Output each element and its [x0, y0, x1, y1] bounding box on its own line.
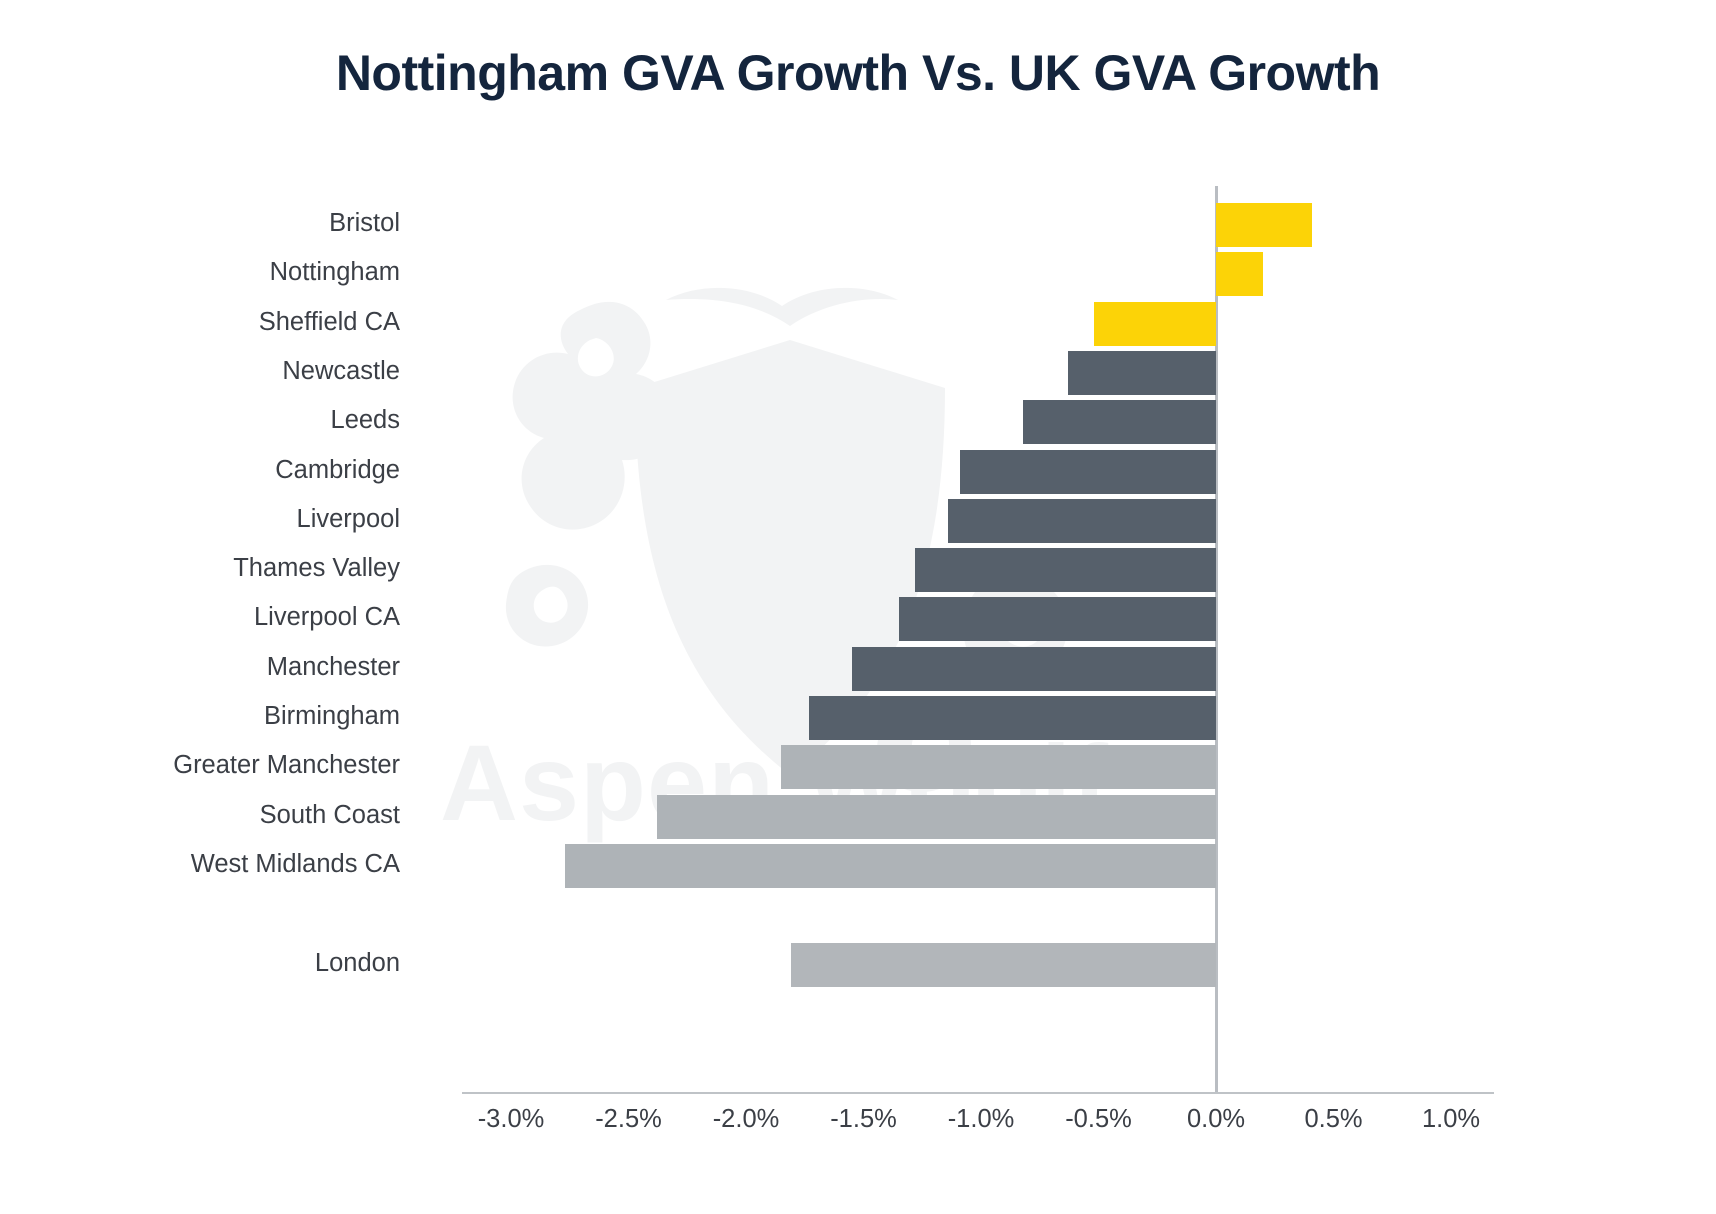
category-label: Sheffield CA — [258, 307, 400, 336]
x-axis-tick-label: -1.5% — [830, 1105, 897, 1133]
bar — [781, 745, 1216, 790]
bar — [959, 449, 1216, 494]
bar — [790, 942, 1216, 987]
x-axis-tick-label: -0.5% — [1065, 1105, 1132, 1133]
category-label: Leeds — [330, 406, 400, 435]
category-label: Nottingham — [269, 258, 400, 287]
category-label: London — [314, 948, 400, 977]
x-axis-tick-label: -2.0% — [712, 1105, 780, 1133]
bar — [1093, 301, 1216, 346]
bar — [1216, 203, 1313, 247]
category-label: Manchester — [266, 652, 400, 681]
x-axis-tick-label: -3.0% — [477, 1105, 545, 1133]
zero-axis-line — [1215, 186, 1218, 1092]
category-label: Newcastle — [282, 356, 400, 385]
bar — [809, 696, 1216, 740]
chart-title: Nottingham GVA Growth Vs. UK GVA Growth — [335, 45, 1381, 101]
x-axis-tick-label: 0.5% — [1304, 1105, 1363, 1133]
x-axis-tick-label: 0.0% — [1186, 1105, 1246, 1133]
category-label: Thames Valley — [233, 554, 400, 583]
x-axis-line — [462, 1092, 1494, 1094]
bar — [1067, 350, 1216, 395]
bar — [915, 548, 1216, 593]
x-axis-tick-label: -1.0% — [947, 1105, 1015, 1133]
bar — [851, 646, 1216, 691]
bar — [898, 597, 1216, 642]
category-label: South Coast — [259, 800, 400, 829]
bar — [1216, 252, 1263, 297]
category-label: Liverpool — [296, 504, 400, 533]
x-axis-tick-label: -2.5% — [595, 1105, 662, 1133]
category-label: Liverpool CA — [254, 603, 400, 632]
bar — [656, 794, 1216, 839]
bar — [1023, 400, 1216, 445]
category-label: Bristol — [329, 209, 400, 237]
bar — [565, 843, 1216, 888]
x-axis-tick-label: 1.0% — [1421, 1105, 1481, 1133]
category-label: West Midlands CA — [190, 849, 400, 878]
category-label: Cambridge — [275, 455, 400, 484]
bar — [948, 498, 1216, 543]
category-label: Birmingham — [263, 702, 400, 730]
category-label: Greater Manchester — [173, 751, 400, 780]
